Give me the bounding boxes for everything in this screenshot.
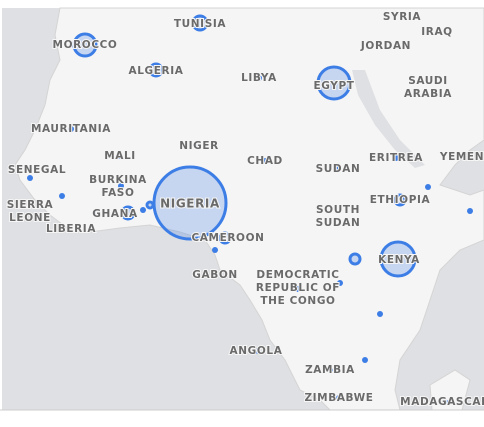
country-label: MOROCCO [53,39,118,51]
dot [295,286,301,292]
dot [377,311,383,317]
country-label: KENYA [378,254,420,266]
country-label: IRAQ [421,26,452,38]
country-label: SUDAN [316,163,361,175]
bubble [72,32,98,58]
dot [327,367,333,373]
country-label: FASO [102,187,135,199]
bubble [148,62,164,78]
dot [262,158,268,164]
country-label: ERITREA [369,152,423,164]
country-label: GHANA [92,208,138,220]
country-label: MALI [104,150,136,162]
dot [256,75,262,81]
country-label: CAMEROON [192,232,265,244]
dot [94,211,100,217]
bubbles [27,14,473,405]
dot [442,399,448,405]
country-label: LIBYA [241,72,277,84]
bubble [120,205,136,221]
country-label: SENEGAL [8,164,66,176]
country-label: MAURITANIA [31,123,111,135]
country-label: LEONE [9,212,51,224]
bubble [316,65,352,101]
dot [393,155,399,161]
country-label: SIERRA [7,199,54,211]
dot [117,153,123,159]
country-label: SAUDI [408,75,448,87]
dot [59,193,65,199]
country-label: REPUBLIC OF [256,282,340,294]
dot [68,126,74,132]
dot [212,247,218,253]
bubble [393,193,407,207]
dot [362,357,368,363]
dot [27,175,33,181]
country-label: TUNISIA [174,18,226,30]
country-label: THE CONGO [260,295,335,307]
country-label: SUDAN [316,217,361,229]
red-sea [352,70,425,168]
dot [34,167,40,173]
country-label: BURKINA [89,174,147,186]
dot [253,348,259,354]
country-label: YEMEN [439,151,484,163]
country-label: ARABIA [404,88,452,100]
country-label: MADAGASCAR [400,396,484,408]
country-label: ANGOLA [230,345,283,357]
bubble [191,14,209,32]
dot [425,184,431,190]
country-label: SYRIA [383,11,422,23]
country-label: ZIMBABWE [304,392,373,404]
country-label: LIBERIA [46,223,96,235]
country-label: CHAD [247,155,283,167]
country-label: JORDAN [360,40,411,52]
country-label: ZAMBIA [305,364,355,376]
country-label: NIGERIA [160,197,220,211]
bubble [145,200,155,210]
dot [335,166,341,172]
madagascar [429,369,471,411]
dot [337,280,343,286]
dot [118,183,124,189]
bubble [348,252,362,266]
footer [0,410,484,423]
dot [196,143,202,149]
country-label: SOUTH [316,204,360,216]
bubble [218,231,232,245]
country-label: ALGERIA [129,65,184,77]
bubble [379,240,417,278]
dot [336,395,342,401]
country-label: EGYPT [313,80,354,92]
country-label: DEMOCRATIC [256,269,339,281]
country-label: GABON [192,269,237,281]
dot [212,272,218,278]
dot [467,208,473,214]
dot [140,207,146,213]
labels: SYRIA IRAQ TUNISIA MOROCCO JORDAN ALGERIA LIBY… [6,10,484,409]
country-label: ETHIOPIA [370,194,431,206]
country-label: NIGER [179,140,219,152]
